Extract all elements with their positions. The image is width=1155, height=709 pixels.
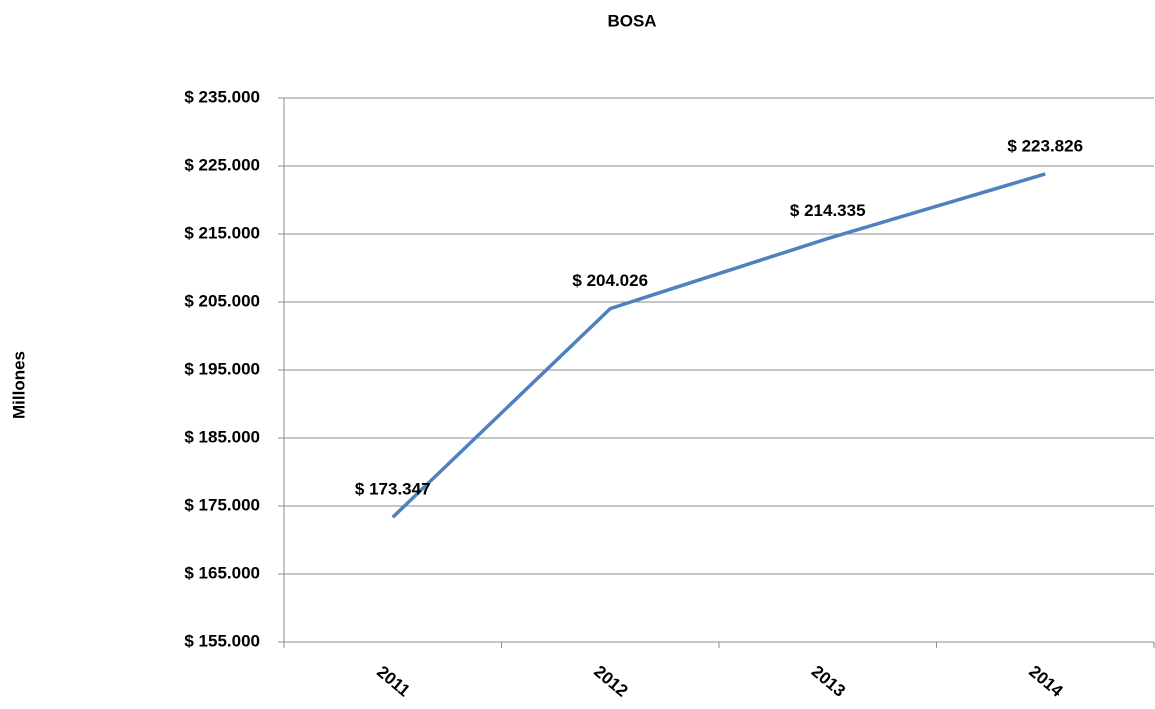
y-tick-label: $ 225.000 — [184, 155, 260, 174]
data-label: $ 223.826 — [1007, 136, 1083, 155]
line-series — [391, 172, 1046, 519]
data-label: $ 204.026 — [572, 271, 648, 290]
chart-title: BOSA — [607, 11, 656, 30]
x-tick-label: 2013 — [808, 662, 849, 701]
data-label: $ 214.335 — [790, 201, 866, 220]
x-tick-label: 2012 — [590, 662, 631, 701]
y-tick-label: $ 215.000 — [184, 223, 260, 242]
y-tick-label: $ 235.000 — [184, 87, 260, 106]
x-tick-label: 2014 — [1025, 662, 1067, 701]
y-tick-label: $ 175.000 — [184, 495, 260, 514]
y-tick-label: $ 165.000 — [184, 563, 260, 582]
y-tick-label: $ 195.000 — [184, 359, 260, 378]
x-tick-label: 2011 — [373, 662, 413, 700]
data-label: $ 173.347 — [355, 480, 431, 499]
y-tick-label: $ 185.000 — [184, 427, 260, 446]
y-axis-title: Millones — [9, 351, 28, 419]
y-tick-label: $ 205.000 — [184, 291, 260, 310]
y-tick-label: $ 155.000 — [184, 631, 260, 650]
